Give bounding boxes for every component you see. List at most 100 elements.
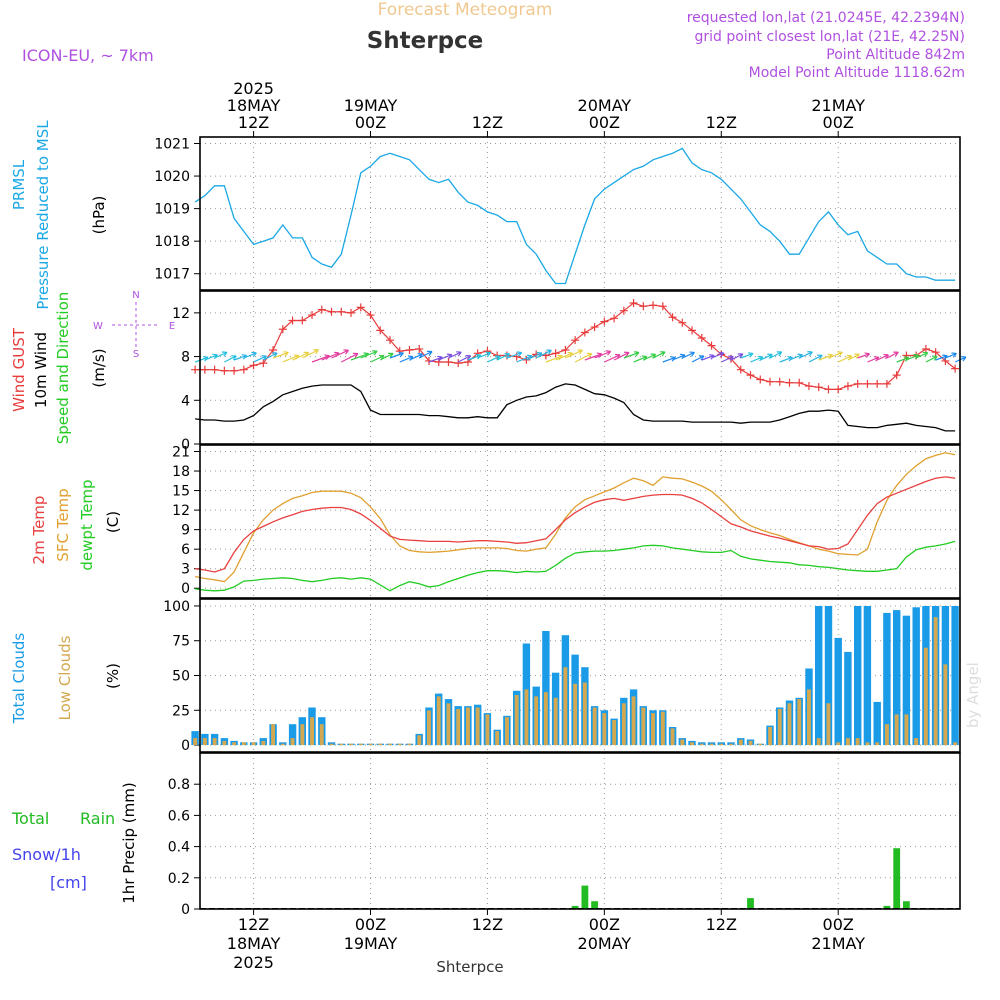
wind-arrow [740, 352, 754, 359]
top-time-label: 00Z [589, 113, 620, 132]
low-cloud-bar [505, 717, 509, 745]
rain-bar [581, 885, 589, 909]
wind-arrow [438, 354, 453, 361]
wind-arrow-head [388, 352, 394, 358]
low-cloud-bar [388, 743, 392, 746]
total-cloud-bar [863, 606, 872, 746]
top-time-label: 20MAY [578, 96, 632, 115]
gust-marker [775, 377, 784, 386]
wind-arrow [321, 352, 340, 361]
wind-arrow [633, 356, 648, 363]
low-cloud-bar [368, 743, 373, 746]
wind-arrow [945, 352, 957, 359]
low-cloud-bar [865, 742, 870, 746]
wind-arrow [691, 355, 705, 363]
low-cloud-bar [943, 664, 948, 746]
compass-rose: N S W E [93, 290, 175, 360]
temp-2m-line [195, 476, 956, 573]
wind-arrow-head [776, 351, 783, 357]
low-cloud-bar [485, 714, 490, 745]
gust-marker [395, 347, 404, 356]
wind-arrow [418, 350, 433, 359]
low-cloud-bar [816, 738, 821, 746]
dewpt-temp-line [195, 540, 956, 592]
wind-arrow [915, 352, 928, 359]
gust-marker [191, 365, 200, 374]
top-time-label: 12Z [238, 113, 269, 132]
gust-marker [610, 314, 619, 323]
total-cloud-bar [279, 742, 287, 746]
wind-arrow [535, 349, 552, 359]
wind-arrow-head [698, 355, 705, 361]
wind-ytick-label: 8 [181, 350, 190, 366]
point-altitude: Point Altitude 842m [826, 47, 965, 63]
wind-arrow [565, 349, 583, 359]
gust-marker [756, 375, 765, 384]
wind-arrow [662, 356, 676, 363]
wind-arrow [545, 355, 563, 363]
low-cloud-bar [758, 743, 763, 746]
pressure-ytick-label: 1017 [154, 267, 190, 283]
wind-ytick-label: 12 [172, 306, 190, 322]
precip-ytick-label: 0.2 [168, 871, 190, 887]
wind-arrow-head [689, 351, 695, 357]
pressure-frame [199, 136, 961, 291]
gust-marker [356, 303, 365, 312]
low-cloud-bar [807, 689, 811, 745]
wind-arrow-head [283, 351, 289, 357]
total-cloud-bar [951, 606, 959, 746]
total-cloud-bar [883, 612, 891, 745]
gust-marker [308, 311, 317, 320]
temp-unit: (C) [104, 511, 122, 533]
wind-arrow [204, 354, 218, 361]
low-cloud-bar [290, 738, 295, 746]
wind-arrow-head [313, 349, 319, 355]
wind-arrow-head [577, 349, 583, 355]
low-cloud-bar [232, 742, 237, 746]
gust-marker [590, 323, 599, 332]
low-cloud-bar [495, 731, 500, 745]
bottom-time-label: 20MAY [578, 934, 632, 953]
wind-arrow [711, 352, 724, 359]
total-cloud-bar [912, 607, 920, 745]
precip-total-label: Total [11, 809, 49, 828]
low-cloud-bar [846, 738, 850, 746]
temp-dewpt-label: dewpt Temp [78, 479, 96, 570]
total-cloud-bar [873, 701, 881, 745]
grid-point-coords: grid point closest lon,lat (21E, 42.25N) [694, 29, 965, 45]
pressure-ytick-label: 1020 [154, 169, 190, 185]
gust-marker [580, 328, 589, 337]
panel-side-labels: PRMSL Pressure Reduced to MSL (hPa) Wind… [10, 120, 175, 904]
low-cloud-bar [690, 742, 694, 746]
wind-arrow [857, 353, 870, 359]
gust-marker [347, 308, 356, 317]
gust-marker [736, 365, 745, 374]
gust-marker [649, 301, 658, 310]
precip-cm-label: [cm] [50, 873, 87, 892]
wind-arrow-head [951, 352, 957, 358]
gust-marker [892, 371, 901, 380]
temp-ytick-label: 0 [181, 581, 190, 597]
wind-arrow [896, 357, 909, 363]
low-cloud-bar [621, 703, 626, 745]
wind-ytick-label: 4 [181, 393, 190, 409]
wind-arrow-head [398, 351, 404, 358]
gust-marker [249, 361, 258, 370]
location-name: Shterpce [367, 28, 484, 54]
wind-arrow [837, 355, 852, 363]
gust-marker [931, 348, 940, 357]
bottom-time-label: 21MAY [811, 934, 865, 953]
wind-arrow [789, 354, 803, 361]
wind-arrow [828, 351, 843, 359]
wind-arrow [818, 354, 833, 361]
low-cloud-bar [670, 728, 675, 746]
gust-marker [834, 385, 843, 394]
temp-ytick-label: 12 [172, 503, 190, 519]
wind-arrow-head [728, 355, 734, 361]
low-cloud-bar [417, 735, 422, 745]
clouds-ytick-label: 75 [172, 634, 190, 650]
top-time-label: 12Z [472, 113, 503, 132]
wind-arrow-head [922, 351, 929, 358]
wind-arrow-head [893, 351, 899, 357]
precip-ytick-label: 0.6 [168, 808, 190, 824]
